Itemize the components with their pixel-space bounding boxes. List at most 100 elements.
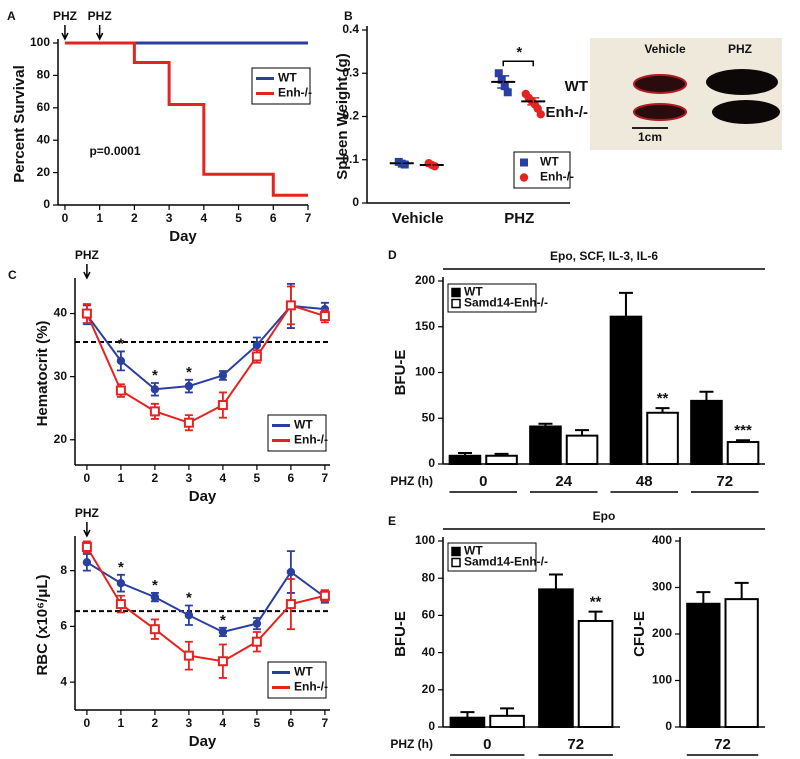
bar xyxy=(724,598,759,728)
panel-letter: A xyxy=(7,9,16,23)
point xyxy=(500,82,509,91)
legend-swatch xyxy=(520,158,528,167)
x-tick-label: 72 xyxy=(714,736,731,753)
x-axis-label: Day xyxy=(189,733,217,750)
legend-box xyxy=(267,661,327,699)
point xyxy=(536,110,545,119)
point xyxy=(503,88,512,97)
point xyxy=(184,381,194,391)
error-bar xyxy=(734,581,749,600)
point xyxy=(149,624,160,635)
y-tick-label: 0.2 xyxy=(342,109,359,123)
legend-box xyxy=(251,67,311,105)
y-tick-label: 6 xyxy=(60,619,67,633)
legend-label: Enh-/- xyxy=(294,433,328,447)
x-tick-label: 72 xyxy=(716,473,733,490)
y-axis-label: Spleen Weight (g) xyxy=(334,53,351,179)
panel-letter: B xyxy=(344,9,353,23)
point xyxy=(183,417,194,428)
chart-title: Epo, SCF, IL-3, IL-6 xyxy=(550,249,658,263)
marker-label: PHZ xyxy=(75,248,99,262)
significance: *** xyxy=(734,422,752,439)
point xyxy=(218,627,228,637)
y-tick-label: 40 xyxy=(54,306,68,320)
error-bar xyxy=(548,573,563,590)
bar xyxy=(726,441,760,466)
photo-row: Enh-/- xyxy=(546,104,589,121)
y-axis-label: RBC (x10⁶/μL) xyxy=(34,574,51,675)
marker-arrow xyxy=(83,264,91,280)
legend-label: Samd14-Enh-/- xyxy=(464,296,548,310)
y-axis-label: Hematocrit (%) xyxy=(34,321,51,427)
photo-column: Vehicle xyxy=(644,42,686,56)
point xyxy=(183,650,194,661)
bar xyxy=(485,454,518,466)
point xyxy=(217,656,228,667)
error-bar xyxy=(395,161,408,166)
x-tick-label: PHZ xyxy=(504,210,534,227)
error-bar xyxy=(699,390,714,401)
y-tick-label: 20 xyxy=(422,682,436,696)
bar xyxy=(489,714,525,729)
y-tick-label: 100 xyxy=(30,35,50,49)
bar xyxy=(538,588,574,728)
point xyxy=(319,590,330,601)
point xyxy=(319,311,330,322)
point xyxy=(285,599,296,610)
marker-arrow xyxy=(61,25,69,41)
x-axis-label: Day xyxy=(189,488,217,505)
significance: * xyxy=(516,44,522,61)
x-tick-label: 0 xyxy=(479,473,487,490)
bar xyxy=(449,716,486,729)
x-tick-label: 48 xyxy=(636,473,653,490)
y-tick-label: 100 xyxy=(415,533,435,547)
legend-swatch xyxy=(451,287,461,298)
legend-label: WT xyxy=(294,665,313,679)
x-tick-label: 7 xyxy=(305,211,312,225)
x-tick-label: 1 xyxy=(118,716,125,730)
point xyxy=(494,69,503,78)
error-bar xyxy=(425,162,438,167)
series-line xyxy=(85,304,326,424)
error-bar xyxy=(500,707,515,716)
x-tick-label: 3 xyxy=(186,716,193,730)
significance: ** xyxy=(590,594,602,611)
x-tick-label: 6 xyxy=(270,211,277,225)
y-tick-label: 60 xyxy=(37,100,51,114)
y-tick-label: 80 xyxy=(422,570,436,584)
bar xyxy=(577,619,614,728)
photo-row: WT xyxy=(565,78,588,95)
x-tick-label: 7 xyxy=(322,471,329,485)
chart-title: Epo xyxy=(593,509,616,523)
significance: * xyxy=(152,367,158,384)
significance: * xyxy=(152,577,158,594)
point xyxy=(115,599,126,610)
y-tick-label: 30 xyxy=(54,369,68,383)
legend-label: Enh-/- xyxy=(294,680,328,694)
legend-swatch xyxy=(519,173,529,182)
y-tick-label: 60 xyxy=(422,608,436,622)
y-tick-label: 20 xyxy=(37,165,51,179)
x-tick-label: 6 xyxy=(288,716,295,730)
y-tick-label: 0 xyxy=(665,719,672,733)
legend-label: Samd14-Enh-/- xyxy=(464,555,548,569)
survival-line xyxy=(64,41,308,197)
point xyxy=(82,558,92,567)
x-tick-label: 4 xyxy=(200,211,207,225)
y-tick-label: 0 xyxy=(352,195,359,209)
point xyxy=(217,400,228,411)
x-axis-label: PHZ (h) xyxy=(390,474,433,488)
y-tick-label: 0 xyxy=(43,197,50,211)
y-tick-label: 0 xyxy=(428,719,435,733)
y-tick-label: 0 xyxy=(428,456,435,470)
point xyxy=(81,541,92,552)
legend-swatch xyxy=(451,298,461,309)
x-tick-label: Vehicle xyxy=(392,210,444,227)
x-tick-label: 5 xyxy=(254,471,261,485)
y-axis-label: CFU-E xyxy=(631,611,648,657)
y-tick-label: 200 xyxy=(652,626,672,640)
marker-label: PHZ xyxy=(53,9,77,23)
legend-box xyxy=(513,151,571,189)
x-tick-label: 1 xyxy=(96,211,103,225)
y-axis-label: BFU-E xyxy=(392,350,409,396)
